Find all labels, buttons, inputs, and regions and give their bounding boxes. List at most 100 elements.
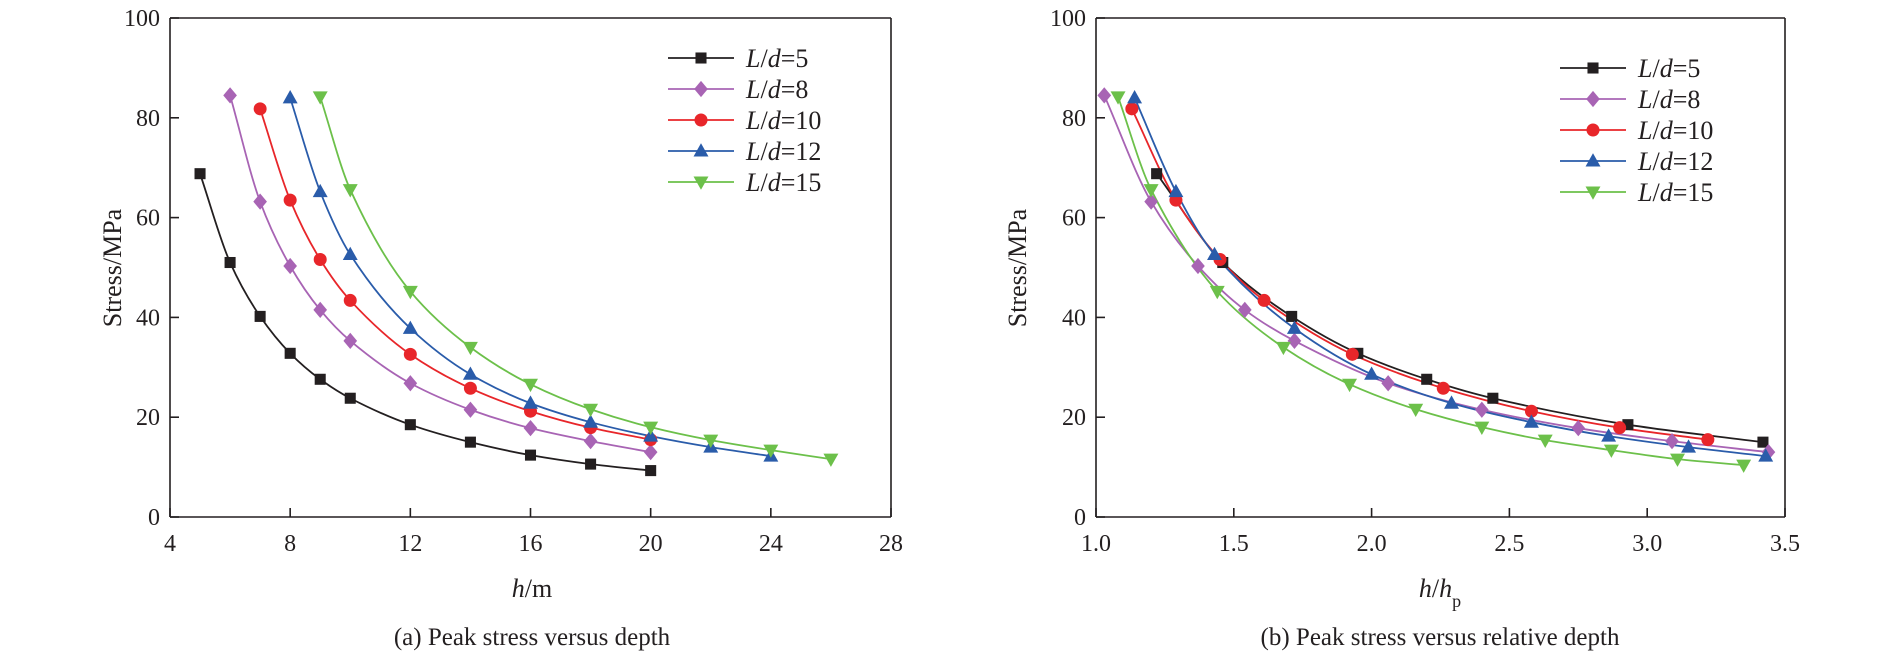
panel-b-data-point-l-d-15 [1537,434,1553,448]
panel-a-markers [194,87,839,477]
panel-a-legend-label-part: L [745,137,760,166]
panel-a-xtick-label: 20 [639,531,663,557]
panel-a-legend-label-part: / [760,44,768,73]
panel-a-legend-label-part: d [768,44,782,73]
panel-a-legend-label-part: L [745,106,760,135]
panel-a-data-point-l-d-8 [223,87,237,104]
panel-b-markers [1097,87,1776,473]
panel-b-data-point-l-d-12 [1523,414,1539,428]
panel-b-legend-label-part: d [1660,147,1674,176]
panel-b-data-point-l-d-10 [1701,433,1715,447]
panel-b-data-point-l-d-15 [1408,403,1424,418]
panel-a-legend-label-part: =10 [781,106,822,135]
panel-b-series-line-l-d-8 [1103,94,1769,454]
panel-b-ytick-label: 60 [1062,206,1086,232]
panel-b-legend-label-part: / [1652,54,1660,83]
panel-a-data-point-l-d-5 [524,449,537,461]
panel-a-legend-label-part: =15 [781,168,822,197]
panel-b-legend-label-l-d-15: L/d=15 [1637,178,1713,207]
panel-a-data-point-l-d-15 [823,453,839,467]
panel-b-xtick-label: 1.0 [1081,531,1111,557]
panel-b-ylabel: Stress/MPa [1003,208,1032,327]
panel-b-data-point-l-d-12 [1127,90,1143,104]
panel-a-data-point-l-d-12 [402,320,418,334]
panel-b-xlabel-var: h [1419,574,1432,603]
panel-b-data-point-l-d-15 [1603,444,1619,458]
panel-a-curves [199,95,832,472]
panel-b-data-point-l-d-12 [1681,439,1697,453]
panel-a-data-point-l-d-5 [194,168,206,180]
panel-b-legend-label-part: =12 [1673,147,1714,176]
panel-a-data-point-l-d-12 [342,246,358,261]
panel-b-legend-label-part: L [1637,54,1652,83]
panel-b-legend-marker-l-d-5 [1587,62,1599,74]
panel-a-legend-label-part: d [768,106,782,135]
panel-a-data-point-l-d-10 [313,253,327,267]
panel-b-xlabel-slash: / [1432,574,1440,603]
panel-a-ytick-label: 20 [136,405,160,431]
panel-b-data-point-l-d-12 [1758,448,1774,462]
panel-b-xtick-label: 2.5 [1494,531,1524,557]
panel-a-data-point-l-d-5 [585,458,597,470]
panel-a-legend-label-part: =5 [781,44,809,73]
panel-a-data-point-l-d-8 [283,257,297,275]
panel-b-data-point-l-d-12 [1286,320,1302,334]
panel-a-legend-label-l-d-8: L/d=8 [745,75,808,104]
panel-b-xtick-label: 2.0 [1357,531,1387,557]
panel-a-data-point-l-d-10 [463,381,477,395]
panel-b-legend-label-l-d-8: L/d=8 [1637,85,1700,114]
panel-b-data-point-l-d-12 [1364,366,1380,380]
panel-a-data-point-l-d-15 [763,444,779,458]
panel-a-legend-label-part: / [760,137,768,166]
panel-b-series-line-l-d-12 [1133,97,1766,458]
panel-a-data-point-l-d-8 [523,420,538,437]
panel-b-data-point-l-d-5 [1286,310,1298,322]
panel-b-data-point-l-d-5 [1757,436,1769,448]
panel-b-legend-label-l-d-12: L/d=12 [1637,147,1713,176]
panel-a-ytick-label: 40 [136,305,160,331]
panel-a-data-point-l-d-10 [253,102,267,116]
panel-a-xtick-label: 16 [519,531,543,557]
panel-a-legend-label-l-d-10: L/d=10 [745,106,821,135]
panel-b-series-line-l-d-10 [1131,108,1708,441]
panel-b-data-point-l-d-10 [1436,381,1450,395]
panel-a-data-point-l-d-12 [523,395,538,409]
panel-b-legend-marker-l-d-10 [1586,123,1600,137]
panel-b-legend-marker-l-d-8 [1586,90,1600,108]
panel-a-data-point-l-d-5 [284,347,296,359]
panel-b-ytick-label: 100 [1050,6,1086,32]
panel-b-xtick-label: 3.0 [1632,531,1662,557]
panel-b-legend: L/d=5L/d=8L/d=10L/d=12L/d=15 [1560,54,1713,207]
panel-a-legend-label-part: / [760,106,768,135]
panel-b-ytick-label: 0 [1074,505,1086,531]
panel-a-data-point-l-d-10 [343,293,357,307]
panel-b-series-line-l-d-15 [1117,96,1744,466]
panel-a-legend-label-l-d-12: L/d=12 [745,137,821,166]
panel-a-legend-label-part: =12 [781,137,822,166]
panel-a-legend-marker-l-d-10 [694,113,708,127]
panel-a-data-point-l-d-15 [402,285,418,300]
panel-a-data-point-l-d-5 [254,310,266,322]
panel-a-legend-label-part: L [745,168,760,197]
panel-b-data-point-l-d-10 [1345,347,1359,361]
panel-a-xtick-label: 24 [759,531,783,557]
panel-b-legend-label-part: L [1637,147,1652,176]
panel-a-legend-label-part: L [745,44,760,73]
panel-b-legend-label-part: / [1652,85,1660,114]
panel-a-ytick-label: 60 [136,206,160,232]
panel-b-data-point-l-d-15 [1143,184,1159,198]
panel-a-xlabel-var: h [512,574,525,603]
panel-a-data-point-l-d-15 [462,341,478,356]
panel-a-data-point-l-d-10 [283,193,297,207]
panel-a-ytick-label: 80 [136,106,160,132]
panel-b-data-point-l-d-5 [1622,419,1634,431]
panel-a-data-point-l-d-12 [643,428,659,442]
panel-a-caption: (a) Peak stress versus depth [394,624,671,651]
panel-a-data-point-l-d-5 [314,373,326,385]
panel-a-legend-marker-l-d-5 [695,52,707,64]
panel-a-data-point-l-d-15 [703,434,719,448]
panel-b-data-point-l-d-12 [1207,246,1222,261]
panel-a-legend-marker-l-d-8 [694,80,708,98]
